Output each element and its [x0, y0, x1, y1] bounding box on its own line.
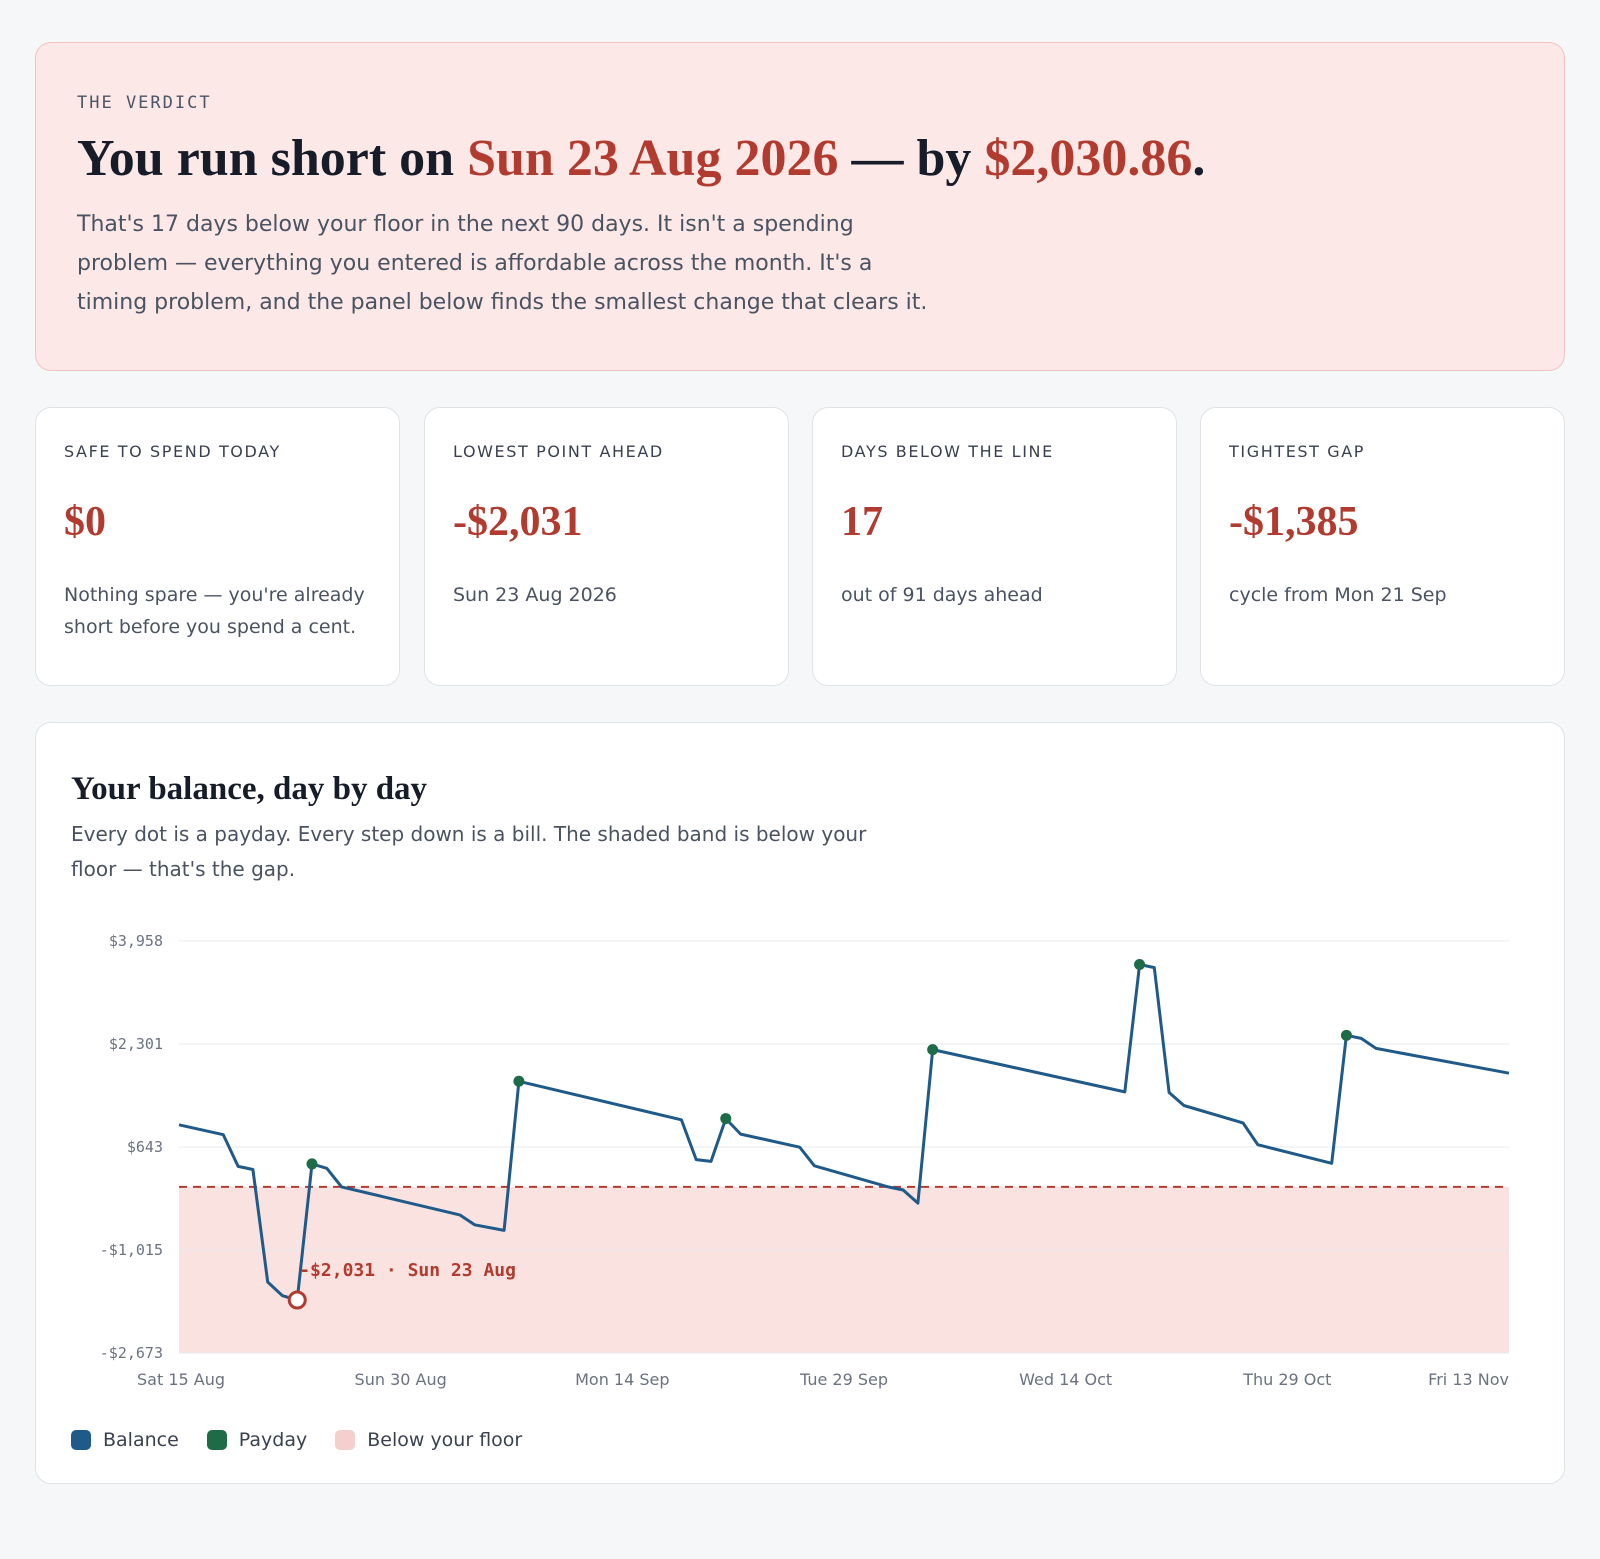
y-tick-label: $643	[127, 1138, 163, 1156]
payday-dot	[513, 1075, 525, 1087]
x-tick-label: Sat 15 Aug	[137, 1370, 225, 1389]
x-tick-label: Sun 30 Aug	[355, 1370, 447, 1389]
stat-card-tightest-gap: TIGHTEST GAP -$1,385 cycle from Mon 21 S…	[1200, 407, 1565, 686]
y-tick-label: -$1,015	[100, 1241, 163, 1259]
payday-dot	[306, 1158, 318, 1170]
stat-card-lowest-point: LOWEST POINT AHEAD -$2,031 Sun 23 Aug 20…	[424, 407, 789, 686]
payday-dot	[927, 1044, 939, 1056]
stat-value: -$1,385	[1229, 499, 1359, 545]
x-tick-label: Tue 29 Sep	[799, 1370, 888, 1389]
legend-item-balance: Balance	[71, 1429, 179, 1451]
chart-legend: Balance Payday Below your floor	[71, 1425, 522, 1455]
x-tick-label: Wed 14 Oct	[1019, 1370, 1112, 1389]
legend-label: Below your floor	[367, 1429, 523, 1451]
low-point-marker	[287, 1290, 307, 1310]
stat-value: $0	[64, 499, 106, 545]
headline-prefix: You run short on	[77, 130, 468, 187]
stat-label: DAYS BELOW THE LINE	[841, 442, 1054, 461]
stat-note: out of 91 days ahead	[841, 584, 1043, 606]
stat-label: TIGHTEST GAP	[1229, 442, 1366, 461]
stat-label: SAFE TO SPEND TODAY	[64, 442, 281, 461]
verdict-headline: You run short on Sun 23 Aug 2026 — by $2…	[77, 129, 1523, 189]
legend-label: Balance	[103, 1429, 179, 1451]
headline-suffix: .	[1192, 130, 1206, 187]
legend-swatch-payday	[206, 1430, 227, 1450]
y-tick-label: $3,958	[109, 932, 163, 950]
legend-label: Payday	[238, 1429, 308, 1451]
stat-note: cycle from Mon 21 Sep	[1229, 584, 1447, 606]
y-tick-label: $2,301	[109, 1035, 163, 1053]
payday-dot	[720, 1113, 732, 1125]
balance-chart-card: Your balance, day by day Every dot is a …	[35, 722, 1565, 1484]
stat-note: Sun 23 Aug 2026	[453, 584, 617, 606]
stat-card-days-below: DAYS BELOW THE LINE 17 out of 91 days ah…	[812, 407, 1177, 686]
payday-dot	[1134, 958, 1146, 970]
payday-dot	[1340, 1029, 1352, 1041]
below-floor-band	[179, 1186, 1509, 1353]
headline-mid: — by	[838, 130, 985, 187]
headline-date: Sun 23 Aug 2026	[467, 130, 839, 187]
legend-swatch-below-floor	[335, 1430, 356, 1450]
legend-swatch-balance	[71, 1430, 91, 1450]
balance-chart: $3,958 $2,301 $643 -$1,015 -$2,673 Sat 15 Aug…	[100, 932, 1510, 1389]
verdict-panel: THE VERDICT You run short on Sun 23 Aug …	[35, 42, 1565, 371]
legend-item-below-floor: Below your floor	[335, 1429, 522, 1451]
stat-note: Nothing spare — you're already short bef…	[64, 584, 365, 638]
legend-item-payday: Payday	[206, 1429, 308, 1451]
y-tick-label: -$2,673	[100, 1344, 163, 1362]
verdict-eyebrow: THE VERDICT	[77, 93, 212, 113]
x-tick-label: Fri 13 Nov	[1428, 1370, 1509, 1389]
x-tick-label: Thu 29 Oct	[1242, 1370, 1331, 1389]
chart-title: Your balance, day by day	[71, 771, 428, 807]
stat-label: LOWEST POINT AHEAD	[453, 442, 664, 461]
verdict-body: That's 17 days below your floor in the n…	[77, 212, 928, 315]
stat-card-safe-to-spend: SAFE TO SPEND TODAY $0 Nothing spare — y…	[35, 407, 400, 686]
x-tick-label: Mon 14 Sep	[575, 1370, 669, 1389]
stat-value: -$2,031	[453, 499, 583, 545]
low-point-label: -$2,031 · Sun 23 Aug	[299, 1260, 516, 1281]
chart-subtitle: Every dot is a payday. Every step down i…	[71, 822, 867, 881]
stat-value: 17	[841, 499, 883, 545]
headline-amount: $2,030.86	[984, 130, 1193, 187]
